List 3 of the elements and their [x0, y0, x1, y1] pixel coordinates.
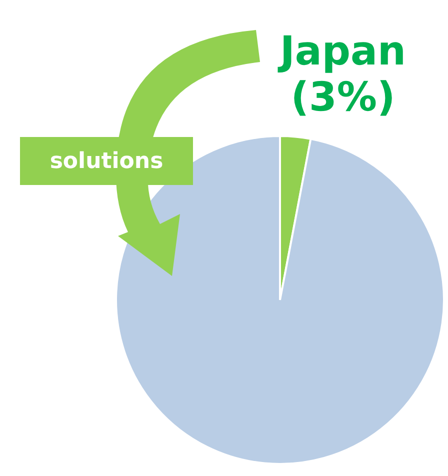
text: solutions [20, 137, 193, 185]
data-label: (3%) [290, 74, 396, 120]
slice-label: Japan [277, 28, 406, 74]
